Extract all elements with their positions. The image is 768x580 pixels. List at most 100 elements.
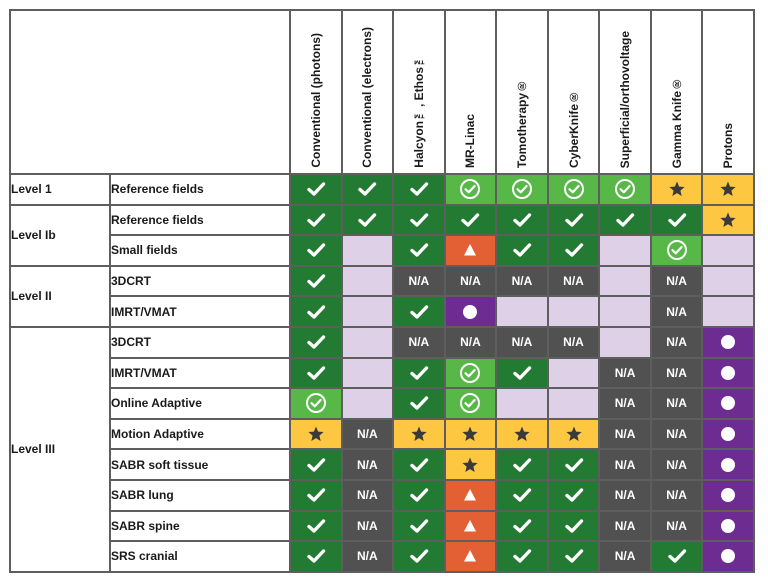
column-header: Conventional (electrons) (340, 9, 395, 175)
matrix-cell: N/A (649, 356, 704, 390)
matrix-cell: N/A (649, 509, 704, 543)
matrix-cell: N/A (649, 264, 704, 298)
check-icon (307, 182, 325, 196)
matrix-cell (392, 203, 446, 237)
matrix-cell (443, 173, 498, 206)
star-icon (308, 426, 324, 442)
table-row: Level II 3DCRT N/A N/A N/A N/A N/A (9, 264, 755, 328)
check-icon (564, 488, 583, 502)
check-icon (410, 304, 429, 319)
check-icon (461, 213, 480, 227)
matrix-cell (340, 234, 395, 267)
na-label: N/A (356, 457, 378, 472)
check-icon (307, 457, 325, 472)
row-label: Motion Adaptive (109, 417, 291, 451)
check-icon (667, 213, 686, 227)
matrix-cell: N/A (649, 295, 704, 328)
table-row: SABR lung N/A N/A N/A (10, 478, 755, 512)
matrix-cell (392, 356, 446, 390)
matrix-cell (546, 417, 601, 451)
table-row: SABR spine N/A N/A N/A (10, 509, 755, 543)
matrix-cell (701, 173, 755, 206)
na-label: N/A (666, 488, 687, 503)
matrix-cell (289, 264, 343, 298)
circle-check-icon (305, 393, 326, 414)
matrix-cell: N/A (546, 264, 601, 298)
na-label: N/A (666, 396, 687, 411)
check-icon (616, 213, 635, 227)
check-icon (513, 488, 532, 502)
check-icon (410, 213, 429, 227)
column-header: Superficial/orthovoltage (598, 9, 652, 175)
dot-icon (721, 488, 736, 503)
column-header: Tomotherapy® (495, 9, 549, 175)
matrix-cell (392, 417, 446, 451)
column-header-label: CyberKnife® (566, 89, 581, 168)
triangle-icon (464, 550, 477, 562)
row-label: IMRT/VMAT (109, 356, 291, 390)
matrix-cell (289, 478, 343, 512)
check-icon (513, 243, 532, 258)
matrix-cell (289, 203, 343, 237)
circle-check-icon (460, 393, 481, 414)
matrix-cell (495, 356, 549, 390)
header-corner (9, 9, 291, 175)
matrix-cell (289, 387, 343, 420)
matrix-cell: N/A (392, 264, 446, 298)
matrix-cell (598, 325, 652, 359)
matrix-cell (392, 478, 446, 512)
check-icon (513, 457, 532, 472)
na-label: N/A (356, 518, 378, 533)
matrix-cell (340, 203, 395, 237)
matrix-cell (495, 478, 549, 512)
matrix-cell: N/A (392, 325, 446, 359)
star-icon (720, 181, 736, 197)
circle-check-icon (460, 179, 481, 200)
matrix-cell (443, 356, 498, 390)
matrix-cell (340, 264, 395, 298)
matrix-cell (546, 173, 601, 206)
matrix-cell (495, 203, 549, 237)
column-header: Conventional (photons) (289, 9, 343, 175)
star-icon (668, 181, 685, 197)
table-row: SABR soft tissue N/A N/A N/A (10, 448, 755, 481)
matrix-cell (495, 173, 549, 206)
table-row: Level III 3DCRT N/A N/A N/A N/A N/A (9, 325, 755, 573)
matrix-cell (546, 448, 601, 481)
level-label: Level 1 (9, 173, 111, 206)
matrix-cell (443, 387, 498, 420)
row-label: 3DCRT (109, 264, 291, 298)
matrix-cell (701, 417, 755, 451)
dot-icon (721, 427, 736, 442)
circle-check-icon (563, 179, 584, 200)
matrix-cell (546, 509, 601, 543)
matrix-cell (289, 356, 343, 390)
check-icon (410, 243, 429, 258)
matrix-cell: N/A (598, 478, 652, 512)
matrix-cell (392, 295, 446, 328)
matrix-cell: N/A (598, 356, 652, 390)
matrix-cell: N/A (340, 448, 395, 481)
matrix-cell (392, 509, 446, 543)
check-icon (410, 182, 429, 196)
check-icon (307, 304, 325, 319)
check-icon (307, 488, 325, 502)
na-label: N/A (614, 457, 636, 472)
matrix-cell (495, 417, 549, 451)
matrix-cell: N/A (340, 509, 395, 543)
matrix-cell (392, 173, 446, 206)
matrix-cell (546, 478, 601, 512)
matrix-cell (701, 387, 755, 420)
matrix-body: Level 1 Reference fields Level Ib Reference… (9, 173, 755, 573)
matrix-cell (649, 540, 704, 573)
matrix-cell (340, 356, 395, 390)
circle-check-icon (666, 240, 687, 261)
matrix-cell (443, 509, 498, 543)
check-icon (307, 243, 325, 258)
matrix-cell (443, 203, 498, 237)
matrix-cell (598, 234, 652, 267)
column-header-label: MR-Linac (463, 114, 478, 168)
column-header: Protons (701, 9, 755, 175)
check-icon (307, 335, 325, 349)
